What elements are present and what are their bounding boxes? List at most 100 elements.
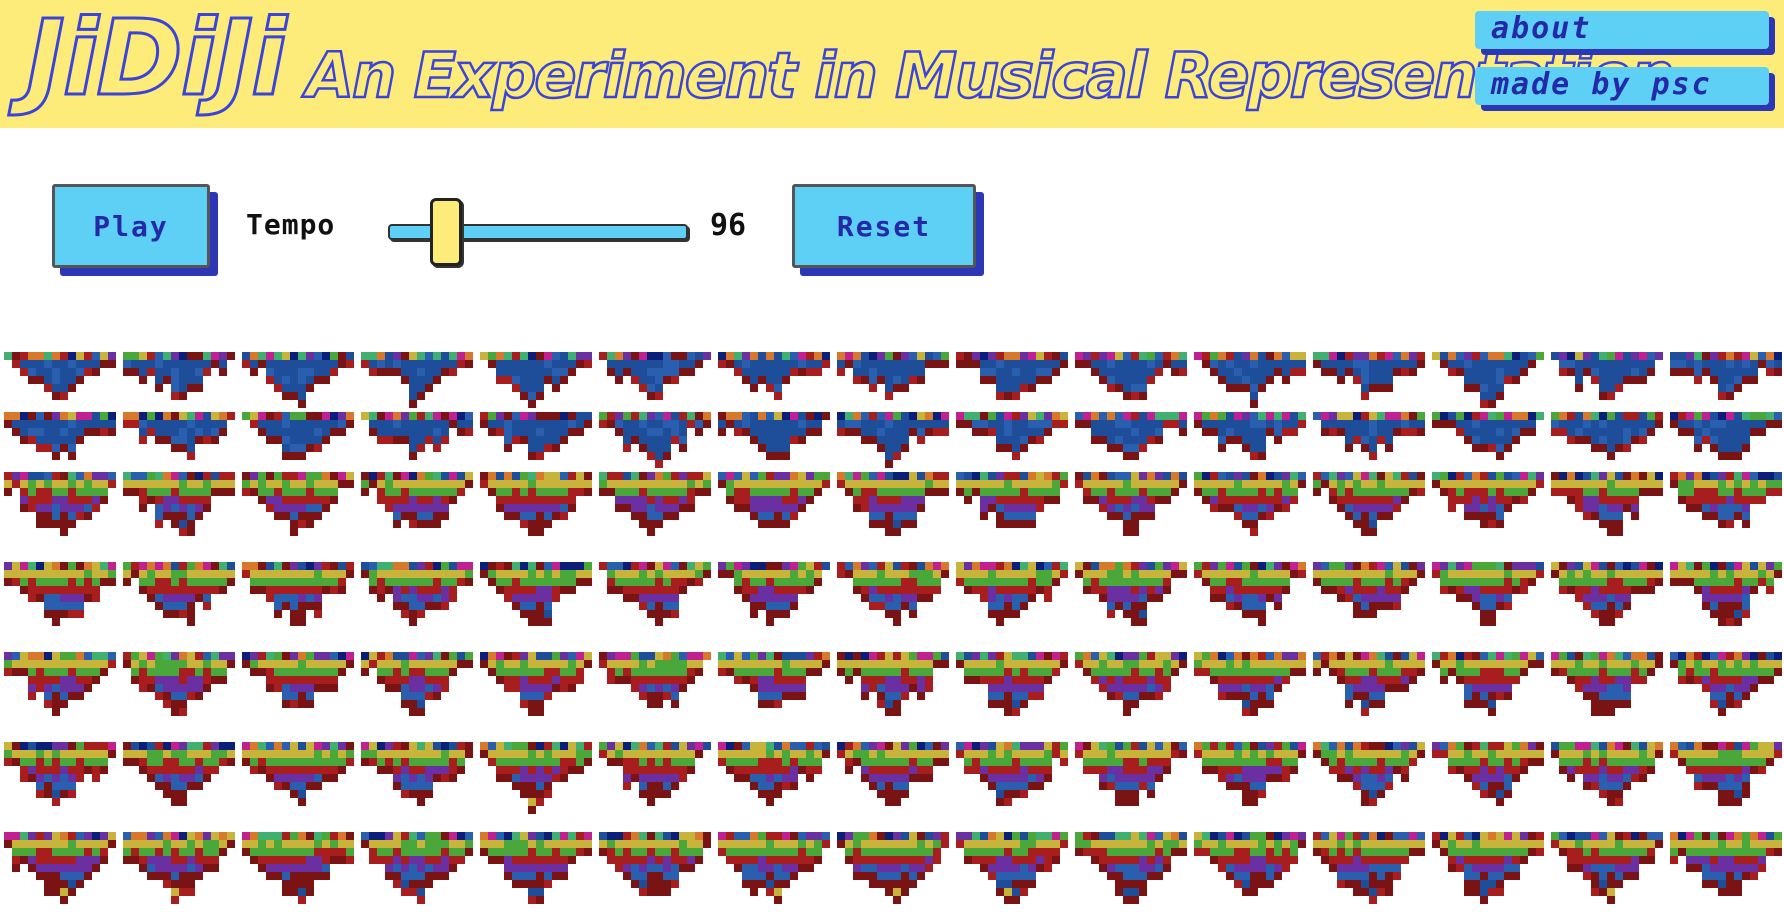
note-cell (687, 676, 695, 684)
note-cell (1718, 452, 1726, 460)
note-cell (1044, 578, 1052, 586)
note-cell (1012, 412, 1020, 420)
note-cell (1052, 652, 1060, 660)
note-cell (1615, 578, 1623, 586)
made-by-link[interactable]: made by psc (1475, 67, 1769, 105)
note-cell (1726, 352, 1734, 360)
note-cell (758, 352, 766, 360)
note-cell (282, 452, 290, 460)
note-cell (1266, 480, 1274, 488)
note-cell (1329, 668, 1337, 676)
note-cell (1647, 660, 1655, 668)
note-cell (964, 676, 972, 684)
note-cell (1210, 504, 1218, 512)
note-cell (1353, 472, 1361, 480)
note-cell (401, 610, 409, 618)
note-cell (1472, 360, 1480, 368)
note-cell (1266, 668, 1274, 676)
note-cell (68, 562, 76, 570)
note-cell (155, 570, 163, 578)
note-cell (925, 480, 933, 488)
note-cell (560, 368, 568, 376)
note-cell (36, 360, 44, 368)
note-cell (1647, 570, 1655, 578)
note-cell (195, 512, 203, 520)
note-cell (774, 610, 782, 618)
note-cell (1575, 660, 1583, 668)
note-cell (607, 562, 615, 570)
note-cell (155, 376, 163, 384)
note-cell (996, 692, 1004, 700)
site-logo[interactable]: JiDiJi (25, 0, 289, 119)
note-cell (1202, 352, 1210, 360)
play-button[interactable]: Play (52, 184, 210, 268)
note-cell (615, 652, 623, 660)
note-cell (266, 676, 274, 684)
note-cell (734, 652, 742, 660)
note-cell (60, 660, 68, 668)
reset-button[interactable]: Reset (792, 184, 976, 268)
note-cell (417, 610, 425, 618)
note-cell (528, 480, 536, 488)
note-cell (1131, 528, 1139, 536)
note-cell (1353, 684, 1361, 692)
tempo-slider-track[interactable] (388, 224, 688, 240)
note-cell (52, 700, 60, 708)
note-cell (639, 692, 647, 700)
note-cell (393, 578, 401, 586)
note-cell (568, 480, 576, 488)
note-cell (1361, 392, 1369, 400)
note-cell (1282, 488, 1290, 496)
note-cell (1369, 562, 1377, 570)
note-cell (1361, 660, 1369, 668)
note-cell (179, 668, 187, 676)
about-link[interactable]: about (1475, 11, 1769, 49)
note-cell (1726, 376, 1734, 384)
note-cell (790, 360, 798, 368)
note-cell (544, 480, 552, 488)
note-cell (1123, 360, 1131, 368)
note-cell (623, 420, 631, 428)
note-cell (496, 360, 504, 368)
note-cell (1512, 488, 1520, 496)
note-cell (1464, 504, 1472, 512)
note-cell (306, 368, 314, 376)
tempo-slider-thumb[interactable] (429, 198, 462, 266)
note-cell (766, 368, 774, 376)
note-cell (1369, 692, 1377, 700)
note-cell (1393, 652, 1401, 660)
note-cell (1313, 660, 1321, 668)
note-cell (1377, 480, 1385, 488)
note-cell (92, 472, 100, 480)
note-cell (36, 586, 44, 594)
note-cell (1321, 586, 1329, 594)
note-cell (28, 352, 36, 360)
note-cell (806, 480, 814, 488)
note-cell (441, 412, 449, 420)
note-cell (1377, 384, 1385, 392)
note-cell (734, 488, 742, 496)
note-cell (1083, 562, 1091, 570)
note-cell (1242, 376, 1250, 384)
note-cell (322, 488, 330, 496)
note-cell (1083, 496, 1091, 504)
note-cell (1147, 692, 1155, 700)
note-cell (544, 376, 552, 384)
note-cell (1559, 428, 1567, 436)
note-cell (377, 570, 385, 578)
note-cell (655, 412, 663, 420)
note-cell (338, 360, 346, 368)
note-cell (4, 758, 12, 766)
note-cell (171, 790, 179, 798)
note-cell (647, 376, 655, 384)
note-cell (1488, 700, 1496, 708)
note-cell (1266, 496, 1274, 504)
note-cell (36, 436, 44, 444)
note-cell (417, 602, 425, 610)
note-cell (441, 562, 449, 570)
note-cell (84, 504, 92, 512)
note-cell (568, 496, 576, 504)
note-cell (901, 368, 909, 376)
note-cell (750, 384, 758, 392)
note-cell (1559, 360, 1567, 368)
